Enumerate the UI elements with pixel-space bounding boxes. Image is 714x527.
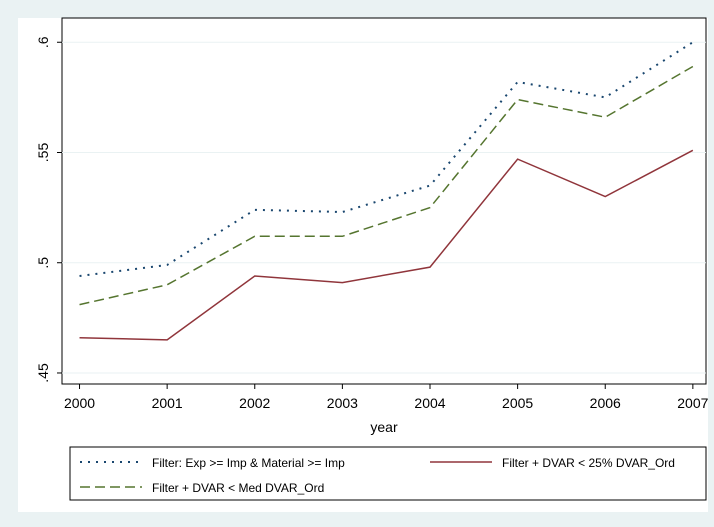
- y-tick-label: .5: [35, 257, 51, 269]
- y-tick-label: .45: [35, 363, 51, 383]
- x-tick-label: 2003: [327, 395, 358, 411]
- x-tick-label: 2002: [239, 395, 270, 411]
- x-tick-label: 2000: [64, 395, 95, 411]
- plot-frame: [61, 17, 707, 385]
- legend-label: Filter + DVAR < Med DVAR_Ord: [152, 481, 324, 495]
- series-line: [79, 149, 694, 341]
- x-tick-label: 2001: [152, 395, 183, 411]
- x-tick-label: 2006: [590, 395, 621, 411]
- graph-region: [18, 18, 708, 512]
- x-tick-label: 2007: [677, 395, 708, 411]
- x-axis-label: year: [370, 419, 398, 435]
- x-tick-label: 2004: [414, 395, 445, 411]
- x-tick-label: 2005: [502, 395, 533, 411]
- y-tick-label: .55: [35, 143, 51, 163]
- legend-label: Filter + DVAR < 25% DVAR_Ord: [502, 456, 675, 470]
- series-line: [79, 41, 694, 277]
- y-tick-label: .6: [35, 36, 51, 48]
- legend-box: [69, 446, 707, 501]
- series-line: [79, 65, 694, 306]
- legend-label: Filter: Exp >= Imp & Material >= Imp: [152, 456, 345, 470]
